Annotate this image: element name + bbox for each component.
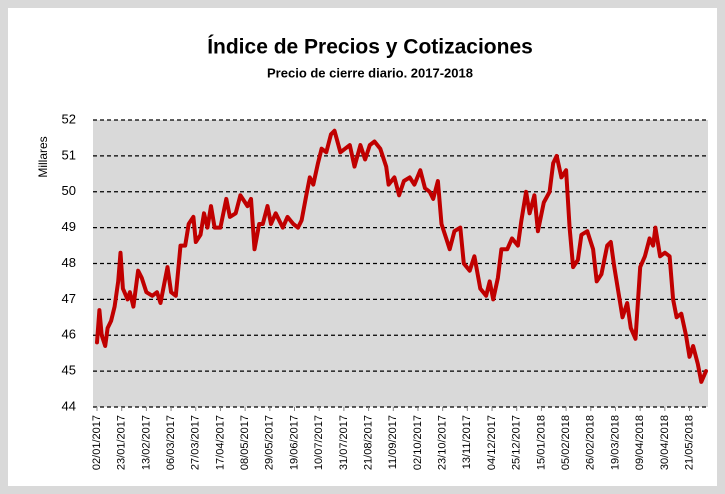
x-tick-label: 08/05/2017: [239, 415, 251, 470]
y-tick-label: 47: [62, 291, 76, 306]
y-tick-label: 48: [62, 255, 76, 270]
x-tick-label: 26/02/2018: [585, 415, 597, 470]
x-tick-label: 04/12/2017: [486, 415, 498, 470]
x-tick-label: 10/07/2017: [313, 415, 325, 470]
x-tick-label: 05/02/2018: [560, 415, 572, 470]
x-tick-label: 02/01/2017: [91, 415, 103, 470]
y-axis-label: Millares: [36, 136, 50, 177]
x-tick-label: 21/05/2018: [683, 415, 695, 470]
x-tick-label: 19/06/2017: [288, 415, 300, 470]
y-tick-label: 49: [62, 219, 76, 234]
x-tick-label: 30/04/2018: [659, 415, 671, 470]
chart-title: Índice de Precios y Cotizaciones: [207, 36, 533, 59]
x-tick-label: 21/08/2017: [362, 415, 374, 470]
x-tick-label: 23/01/2017: [116, 415, 128, 470]
y-tick-label: 52: [62, 111, 76, 126]
x-tick-label: 06/03/2017: [165, 415, 177, 470]
x-tick-label: 29/05/2017: [264, 415, 276, 470]
chart-subtitle: Precio de cierre diario. 2017-2018: [267, 65, 473, 80]
y-tick-label: 45: [62, 363, 76, 378]
x-tick-label: 19/03/2018: [609, 415, 621, 470]
x-tick-label: 25/12/2017: [511, 415, 523, 470]
y-tick-label: 51: [62, 147, 76, 162]
y-tick-label: 46: [62, 327, 76, 342]
x-tick-label: 13/02/2017: [140, 415, 152, 470]
x-tick-label: 02/10/2017: [412, 415, 424, 470]
x-tick-label: 27/03/2017: [190, 415, 202, 470]
x-tick-label: 09/04/2018: [634, 415, 646, 470]
x-tick-label: 15/01/2018: [535, 415, 547, 470]
x-tick-label: 17/04/2017: [214, 415, 226, 470]
x-tick-label: 31/07/2017: [338, 415, 350, 470]
x-tick-label: 23/10/2017: [437, 415, 449, 470]
y-tick-label: 44: [62, 398, 76, 413]
x-tick-label: 11/09/2017: [387, 415, 399, 469]
price-line: [95, 128, 708, 384]
x-tick-label: 13/11/2017: [461, 415, 473, 469]
y-tick-label: 50: [62, 183, 76, 198]
